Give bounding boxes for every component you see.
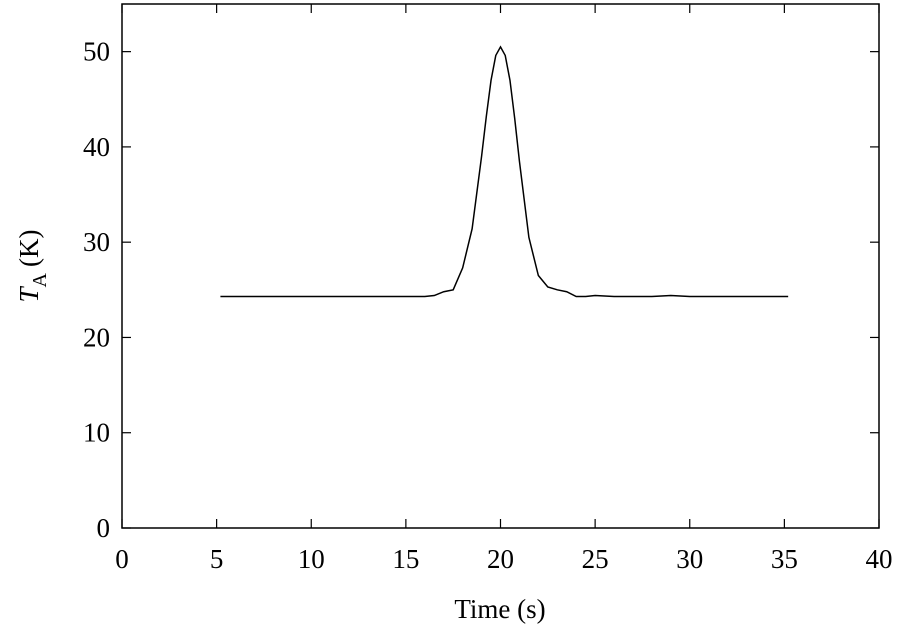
plot-frame [121, 3, 880, 529]
y-label-unit: (K) [14, 230, 44, 267]
x-tick-label: 20 [487, 544, 514, 574]
y-label-subscript: A [29, 272, 51, 287]
x-tick-label: 35 [771, 544, 798, 574]
x-tick-label: 30 [676, 544, 703, 574]
data-line [220, 45, 789, 298]
x-axis-label: Time (s) [454, 594, 545, 624]
y-tick-label: 30 [83, 227, 110, 257]
x-tick-label: 25 [582, 544, 609, 574]
x-tick-label: 0 [115, 544, 129, 574]
y-tick-label: 50 [83, 37, 110, 67]
x-tick-label: 10 [298, 544, 325, 574]
y-tick-label: 20 [83, 322, 110, 352]
x-tick-label: 15 [392, 544, 419, 574]
x-tick-label: 5 [210, 544, 224, 574]
y-axis-label: TA (K) [14, 230, 51, 303]
y-label-symbol: T [14, 285, 44, 302]
y-tick-label: 40 [83, 132, 110, 162]
y-tick-label: 0 [97, 513, 111, 543]
y-tick-label: 10 [83, 418, 110, 448]
x-tick-label: 40 [866, 544, 893, 574]
